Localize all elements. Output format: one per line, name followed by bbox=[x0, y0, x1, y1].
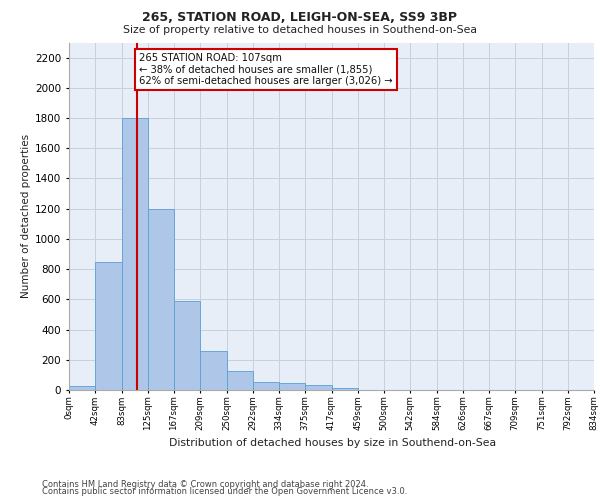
Bar bbox=[121, 118, 148, 390]
Bar bbox=[227, 371, 253, 390]
Text: Contains HM Land Registry data © Crown copyright and database right 2024.: Contains HM Land Registry data © Crown c… bbox=[42, 480, 368, 489]
Bar bbox=[331, 388, 358, 390]
Bar bbox=[148, 208, 174, 390]
Bar bbox=[200, 350, 227, 390]
Text: Distribution of detached houses by size in Southend-on-Sea: Distribution of detached houses by size … bbox=[169, 438, 497, 448]
Bar bbox=[279, 383, 305, 390]
Text: 265 STATION ROAD: 107sqm
← 38% of detached houses are smaller (1,855)
62% of sem: 265 STATION ROAD: 107sqm ← 38% of detach… bbox=[139, 53, 393, 86]
Bar bbox=[253, 382, 279, 390]
Text: Size of property relative to detached houses in Southend-on-Sea: Size of property relative to detached ho… bbox=[123, 25, 477, 35]
Text: 265, STATION ROAD, LEIGH-ON-SEA, SS9 3BP: 265, STATION ROAD, LEIGH-ON-SEA, SS9 3BP bbox=[143, 11, 458, 24]
Bar bbox=[174, 301, 200, 390]
Y-axis label: Number of detached properties: Number of detached properties bbox=[21, 134, 31, 298]
Bar bbox=[305, 386, 331, 390]
Bar bbox=[95, 262, 121, 390]
Text: Contains public sector information licensed under the Open Government Licence v3: Contains public sector information licen… bbox=[42, 487, 407, 496]
Bar bbox=[69, 386, 95, 390]
